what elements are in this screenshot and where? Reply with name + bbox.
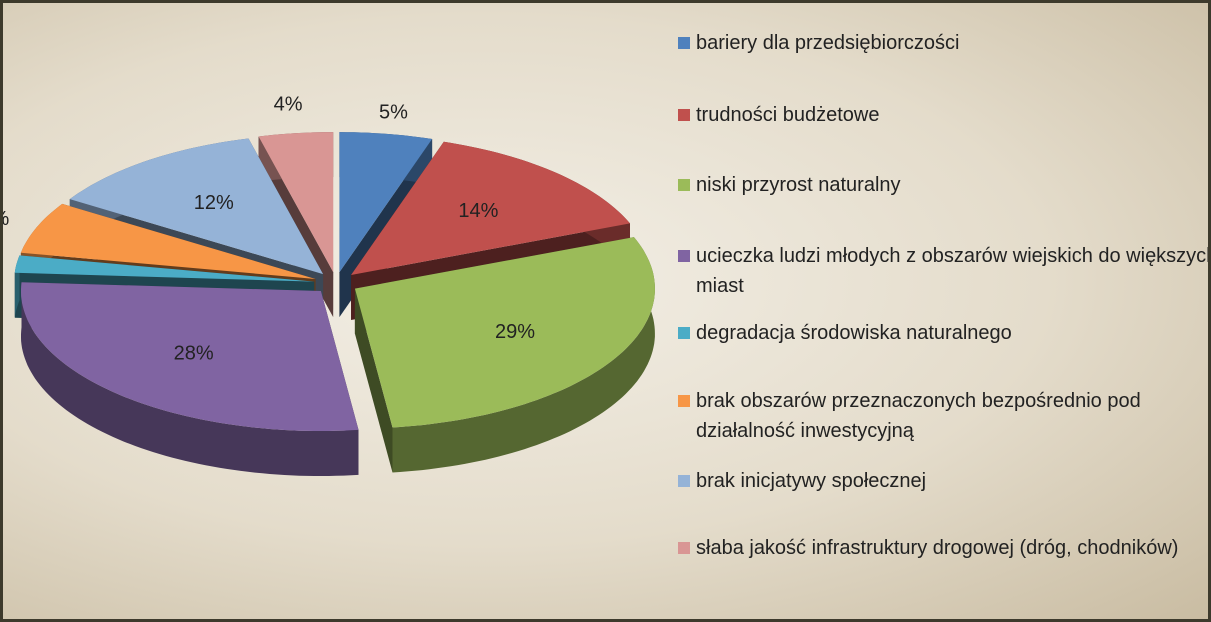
data-label: 12% (194, 192, 234, 214)
slice-top (14, 255, 315, 282)
legend-item: bariery dla przedsiębiorczości (678, 28, 1208, 58)
legend-label: brak obszarów przeznaczonych bezpośredni… (696, 390, 1141, 442)
data-label: 5% (379, 101, 408, 123)
slice (21, 282, 359, 476)
legend-label: słaba jakość infrastruktury drogowej (dr… (696, 537, 1179, 559)
legend-swatch (678, 475, 690, 487)
data-label: 4% (274, 94, 303, 116)
legend-swatch (678, 37, 690, 49)
data-label: 28% (174, 343, 214, 365)
legend-item: trudności budżetowe (678, 100, 1208, 130)
slice-top (21, 282, 359, 431)
legend-label: ucieczka ludzi młodych z obszarów wiejsk… (696, 245, 1211, 297)
slice-side (392, 237, 655, 473)
legend-label: niski przyrost naturalny (696, 174, 901, 196)
data-label: 6% (3, 208, 9, 230)
slice-top (20, 203, 316, 279)
data-label: 14% (458, 200, 498, 222)
slice-top (351, 141, 630, 275)
slice-top (339, 132, 433, 273)
slice-edge (354, 288, 393, 473)
legend-item: słaba jakość infrastruktury drogowej (dr… (678, 533, 1208, 563)
legend-label: bariery dla przedsiębiorczości (696, 32, 960, 54)
slice-top (258, 132, 334, 273)
legend-swatch (678, 250, 690, 262)
slice (354, 237, 655, 473)
legend-label: brak inicjatywy społecznej (696, 470, 927, 492)
legend-item: degradacja środowiska naturalnego (678, 318, 1208, 348)
legend-swatch (678, 542, 690, 554)
legend-swatch (678, 179, 690, 191)
data-label: 29% (495, 321, 535, 343)
legend-item: niski przyrost naturalny (678, 170, 1208, 200)
legend-item: ucieczka ludzi młodych z obszarów wiejsk… (678, 241, 1211, 301)
legend-swatch (678, 109, 690, 121)
legend-item: brak obszarów przeznaczonych bezpośredni… (678, 386, 1208, 446)
legend-item: brak inicjatywy społecznej (678, 466, 1208, 496)
slice-top (354, 237, 655, 428)
legend-swatch (678, 327, 690, 339)
legend-swatch (678, 395, 690, 407)
slice-side (21, 282, 359, 476)
legend-label: degradacja środowiska naturalnego (696, 322, 1012, 344)
slice-top (69, 138, 324, 275)
pie-area: 5%14%29%28%2%6%12%4% (3, 94, 655, 476)
legend-label: trudności budżetowe (696, 104, 880, 126)
